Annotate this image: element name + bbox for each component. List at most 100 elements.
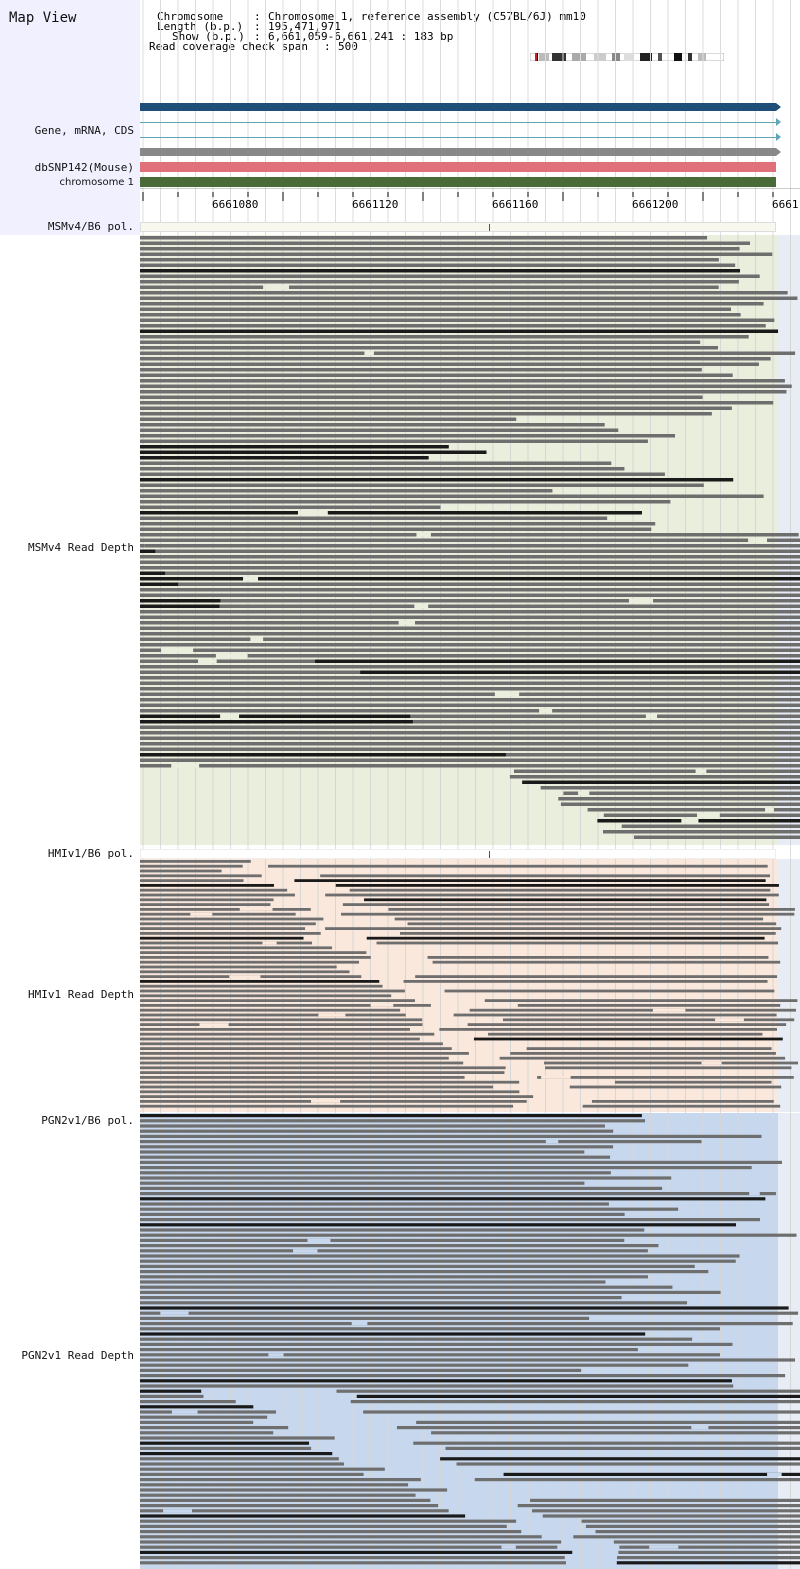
read bbox=[140, 1316, 590, 1320]
read bbox=[140, 643, 390, 647]
read bbox=[140, 659, 446, 663]
read bbox=[140, 412, 712, 416]
read-gap bbox=[160, 1311, 189, 1315]
read bbox=[155, 549, 800, 553]
read bbox=[499, 1056, 786, 1060]
read bbox=[285, 626, 800, 630]
read bbox=[486, 758, 800, 762]
chromosome-bar[interactable] bbox=[140, 177, 776, 187]
read-gap bbox=[297, 511, 328, 515]
cds-arrow-icon bbox=[776, 148, 781, 156]
read bbox=[597, 819, 800, 823]
read bbox=[364, 898, 767, 902]
read bbox=[140, 1285, 673, 1289]
gene-bar[interactable] bbox=[140, 103, 776, 111]
read bbox=[140, 884, 274, 887]
read bbox=[140, 1514, 466, 1518]
read bbox=[140, 946, 333, 950]
read bbox=[140, 956, 371, 959]
read bbox=[614, 1080, 772, 1084]
read bbox=[140, 1431, 274, 1435]
page-title: Map View bbox=[9, 10, 77, 26]
read bbox=[140, 1145, 614, 1149]
mrna-arrow-icon bbox=[776, 118, 781, 126]
read-gap bbox=[767, 1472, 782, 1476]
read bbox=[140, 692, 487, 696]
read bbox=[140, 478, 734, 482]
read-gap bbox=[190, 912, 213, 916]
chromosome-ideogram[interactable] bbox=[530, 53, 724, 61]
read-gap bbox=[628, 599, 654, 603]
hmi-read-depth-panel[interactable] bbox=[140, 859, 800, 1112]
read bbox=[140, 263, 736, 267]
read bbox=[140, 1037, 420, 1041]
read-gap bbox=[239, 908, 273, 911]
read bbox=[144, 544, 800, 548]
read-gap bbox=[171, 764, 200, 768]
read bbox=[621, 824, 800, 828]
pgn-pol-label: PGN2v1/B6 pol. bbox=[41, 1114, 134, 1127]
read bbox=[388, 908, 795, 911]
read bbox=[140, 1400, 236, 1404]
read bbox=[140, 494, 764, 498]
snp-bar[interactable] bbox=[140, 162, 776, 172]
read bbox=[140, 709, 501, 713]
msm-read-depth-panel[interactable] bbox=[140, 235, 800, 845]
read bbox=[412, 720, 800, 724]
read bbox=[140, 1228, 645, 1232]
pgn-read-depth-panel[interactable] bbox=[140, 1113, 800, 1569]
read bbox=[526, 1047, 772, 1050]
read bbox=[140, 980, 380, 983]
read bbox=[140, 516, 608, 520]
read bbox=[140, 1056, 449, 1060]
read bbox=[140, 912, 296, 916]
read bbox=[140, 637, 396, 641]
read bbox=[467, 1023, 787, 1026]
read bbox=[585, 1524, 800, 1528]
read bbox=[140, 753, 640, 757]
mrna-line-1[interactable] bbox=[140, 122, 776, 123]
read bbox=[140, 1013, 406, 1017]
msm-pol-track[interactable] bbox=[140, 222, 776, 232]
read bbox=[394, 698, 800, 702]
read bbox=[140, 1186, 663, 1190]
read-gap bbox=[268, 1353, 284, 1357]
read bbox=[407, 922, 777, 926]
hmi-pol-track[interactable] bbox=[140, 849, 776, 859]
read bbox=[140, 1071, 505, 1074]
read-gap bbox=[501, 1545, 516, 1549]
read bbox=[140, 390, 787, 394]
read-gap bbox=[364, 351, 374, 355]
read bbox=[140, 241, 751, 245]
read bbox=[140, 1540, 562, 1544]
read bbox=[513, 769, 800, 773]
read bbox=[502, 1018, 795, 1022]
hmi-pol-marker[interactable] bbox=[489, 851, 490, 858]
read bbox=[140, 1104, 514, 1108]
read-gap bbox=[293, 1249, 318, 1253]
msm-pol-marker[interactable] bbox=[489, 224, 490, 231]
mrna-line-2[interactable] bbox=[140, 137, 776, 138]
cds-bar[interactable] bbox=[140, 148, 776, 156]
read-gap bbox=[695, 769, 707, 773]
read bbox=[140, 1052, 469, 1055]
read bbox=[140, 1212, 625, 1216]
read-gap bbox=[701, 1061, 722, 1065]
read bbox=[140, 1457, 339, 1461]
read bbox=[140, 1530, 522, 1534]
read bbox=[140, 296, 798, 300]
info-coverage-value: 500 bbox=[338, 40, 358, 53]
read bbox=[560, 802, 800, 806]
read bbox=[140, 1410, 277, 1414]
read bbox=[140, 307, 731, 311]
read bbox=[140, 247, 740, 251]
tick-label-5: 6661 bbox=[772, 198, 799, 211]
read bbox=[160, 555, 800, 559]
read bbox=[140, 1244, 659, 1248]
read bbox=[530, 1498, 800, 1502]
read bbox=[140, 731, 545, 735]
read bbox=[569, 1085, 782, 1089]
read bbox=[440, 1457, 800, 1461]
read bbox=[396, 1426, 800, 1430]
read bbox=[431, 1431, 800, 1435]
